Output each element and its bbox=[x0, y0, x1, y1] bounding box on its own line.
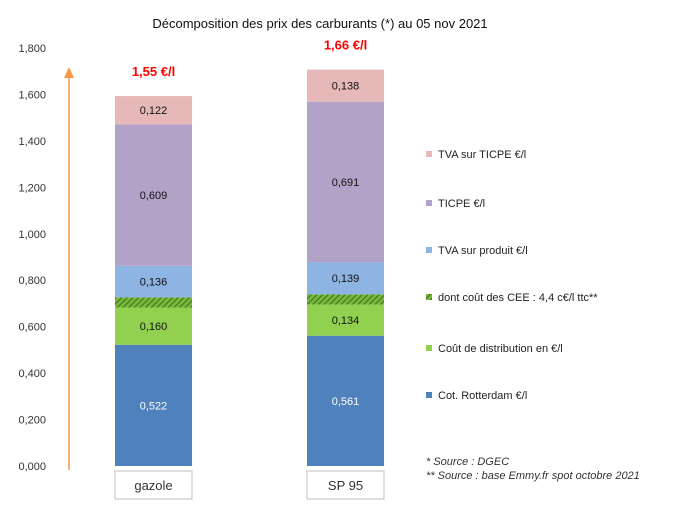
y-tick-label: 0,600 bbox=[18, 322, 46, 334]
y-tick-label: 1,200 bbox=[18, 182, 46, 194]
legend-label: Coût de distribution en €/l bbox=[438, 343, 563, 355]
bar-segment bbox=[115, 307, 192, 345]
legend-swatch bbox=[426, 151, 432, 157]
category-box bbox=[306, 470, 385, 500]
bar-segment bbox=[307, 101, 384, 263]
y-tick-label: 0,000 bbox=[18, 461, 46, 473]
x-tick-label: SP 95 bbox=[328, 478, 363, 493]
data-label: 0,138 bbox=[332, 81, 360, 93]
legend-label: TICPE €/l bbox=[438, 198, 485, 210]
legend-label: Cot. Rotterdam €/l bbox=[438, 390, 527, 402]
data-label: 0,136 bbox=[140, 277, 168, 289]
bar-segment bbox=[115, 96, 192, 125]
data-label: 0,139 bbox=[332, 273, 360, 285]
data-label: 0,522 bbox=[140, 400, 168, 412]
bar-segment bbox=[115, 124, 192, 266]
y-tick-label: 1,800 bbox=[18, 43, 46, 55]
legend-swatch bbox=[426, 294, 432, 300]
bar-segment bbox=[307, 69, 384, 102]
y-tick-label: 0,800 bbox=[18, 275, 46, 287]
legend-swatch bbox=[426, 345, 432, 351]
data-label: 0,160 bbox=[140, 321, 168, 333]
category-box bbox=[114, 470, 193, 500]
y-axis: 0,000 0,200 0,400 0,600 0,800 1,000 1,200 1,400… bbox=[18, 43, 46, 473]
total-label: 1,55 €/l bbox=[132, 64, 175, 79]
legend-label: dont coût des CEE : 4,4 c€/l ttc** bbox=[438, 292, 598, 304]
data-label: 0,609 bbox=[140, 190, 168, 202]
legend-label: TVA sur produit €/l bbox=[438, 245, 528, 257]
bar-segment bbox=[307, 262, 384, 295]
source-emmy: ** Source : base Emmy.fr spot octobre 20… bbox=[426, 470, 640, 482]
legend-swatch bbox=[426, 392, 432, 398]
y-tick-label: 1,400 bbox=[18, 136, 46, 148]
x-tick-label: gazole bbox=[134, 478, 172, 493]
y-tick-label: 0,400 bbox=[18, 368, 46, 380]
bars: 0,522 0,160 0,136 0,609 0,122 1,55 €/l gazole 0… bbox=[114, 38, 385, 500]
bar-segment bbox=[307, 335, 384, 466]
chart-title: Décomposition des prix des carburants (*… bbox=[152, 16, 488, 31]
legend-swatch bbox=[426, 200, 432, 206]
y-tick-label: 1,600 bbox=[18, 89, 46, 101]
bar-segment bbox=[307, 294, 384, 305]
legend-label: TVA sur TICPE €/l bbox=[438, 149, 526, 161]
bar-segment bbox=[115, 265, 192, 298]
total-label: 1,66 €/l bbox=[324, 38, 367, 53]
y-tick-label: 0,200 bbox=[18, 415, 46, 427]
data-label: 0,134 bbox=[332, 315, 360, 327]
bar-segment bbox=[115, 344, 192, 466]
y-arrow bbox=[64, 67, 74, 470]
data-label: 0,122 bbox=[140, 105, 168, 117]
arrow-head bbox=[64, 67, 74, 78]
legend: TVA sur TICPE €/l TICPE €/l TVA sur produi… bbox=[426, 149, 598, 402]
bar-segment bbox=[115, 297, 192, 308]
legend-swatch bbox=[426, 247, 432, 253]
source-dgec: * Source : DGEC bbox=[426, 456, 510, 468]
data-label: 0,561 bbox=[332, 396, 360, 408]
y-tick-label: 1,000 bbox=[18, 229, 46, 241]
data-label: 0,691 bbox=[332, 177, 360, 189]
bar-segment bbox=[307, 304, 384, 336]
